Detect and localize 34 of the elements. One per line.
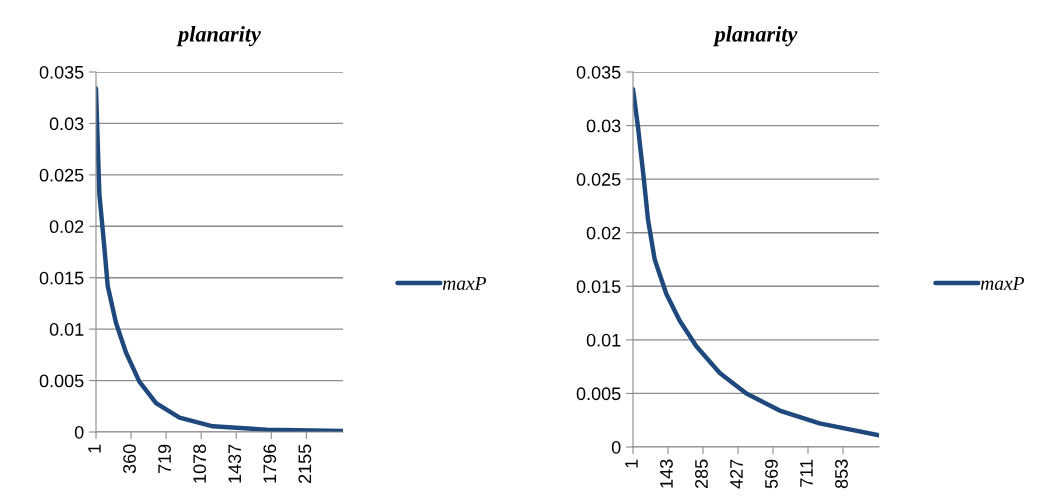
- x-tick-label: 1437: [228, 444, 242, 483]
- y-tick-label: 0.02: [586, 226, 621, 240]
- x-tick-label: 2155: [298, 444, 312, 484]
- y-tick-label: 0: [74, 425, 84, 439]
- y-tick-label: 0: [611, 440, 621, 454]
- y-tick-label: 0.025: [576, 173, 621, 186]
- chart-title: planarity: [176, 26, 261, 47]
- x-tick-label: 719: [158, 444, 171, 473]
- x-tick-label: 360: [123, 444, 136, 474]
- y-tick-label: 0.01: [49, 323, 84, 336]
- y-tick-label: 0.005: [39, 374, 84, 388]
- x-tick-label: 1: [88, 444, 101, 453]
- x-tick-label: 1796: [263, 444, 277, 483]
- x-tick-label: 853: [835, 459, 848, 489]
- y-tick-label: 0.015: [39, 271, 84, 285]
- x-tick-label: 427: [730, 459, 743, 489]
- y-tick-label: 0.02: [49, 220, 84, 234]
- y-tick-label: 0.01: [586, 333, 621, 347]
- y-tick-label: 0.035: [576, 65, 621, 79]
- x-tick-label: 1: [625, 459, 638, 468]
- x-tick-label: 1078: [193, 444, 207, 483]
- x-tick-label: 711: [800, 459, 813, 487]
- y-tick-label: 0.025: [39, 168, 84, 182]
- x-tick-label: 569: [765, 459, 778, 489]
- y-tick-label: 0.005: [576, 387, 621, 401]
- x-tick-label: 143: [660, 459, 673, 488]
- y-tick-label: 0.015: [576, 280, 621, 294]
- y-tick-label: 0.03: [49, 117, 84, 131]
- chart-title: planarity: [713, 26, 798, 47]
- y-tick-label: 0.035: [39, 65, 84, 79]
- x-tick-label: 285: [695, 459, 708, 489]
- legend-label: maxP: [980, 277, 1024, 290]
- legend-label: maxP: [442, 277, 486, 290]
- y-tick-label: 0.03: [586, 119, 621, 133]
